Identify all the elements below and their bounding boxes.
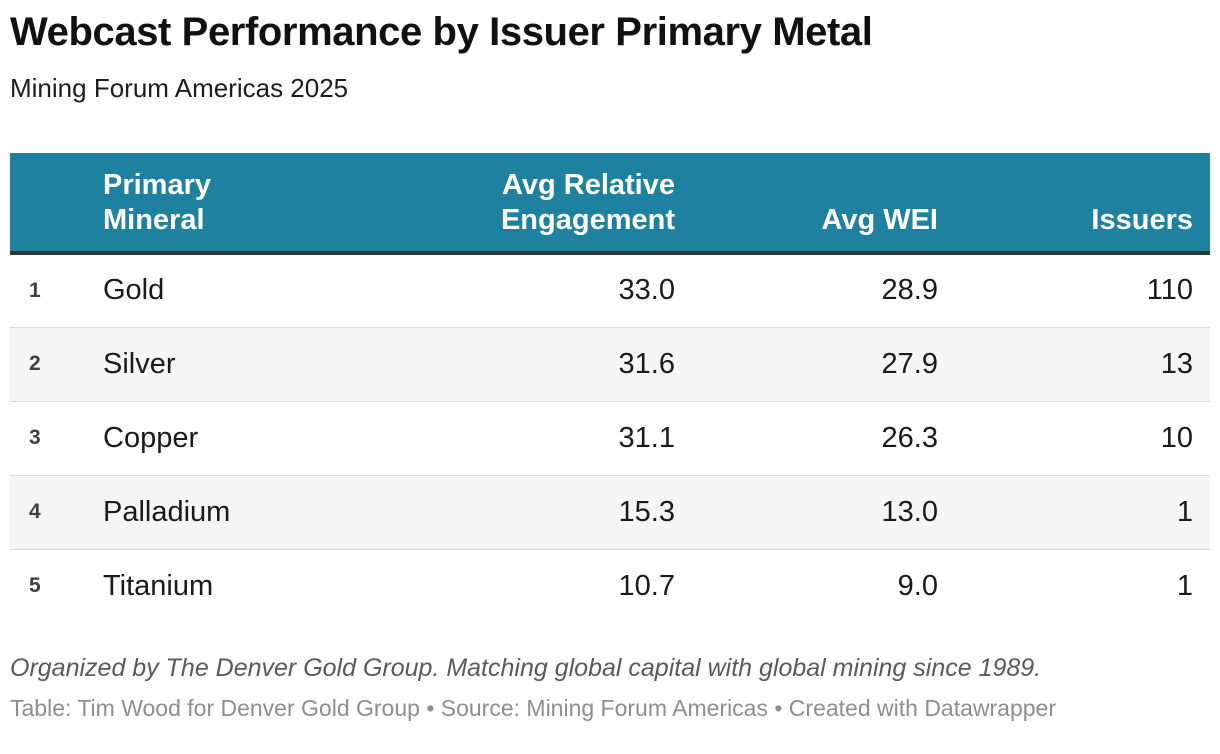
cell-mineral: Copper <box>103 400 389 475</box>
cell-engagement: 33.0 <box>618 274 675 307</box>
row-rank: 4 <box>10 474 103 549</box>
row-rank: 5 <box>10 548 103 623</box>
cell-issuers: 10 <box>938 400 1210 475</box>
page: Webcast Performance by Issuer Primary Me… <box>0 10 1220 723</box>
page-subtitle: Mining Forum Americas 2025 <box>10 73 349 103</box>
cell-engagement: 31.6 <box>389 326 675 401</box>
cell-engagement: 15.3 <box>389 474 675 549</box>
table-row: 2 Silver 31.6 27.9 13 <box>10 326 1210 401</box>
column-header-rank <box>10 153 103 255</box>
column-header-engagement: Avg Relative Engagement <box>389 153 675 255</box>
cell-issuers: 13 <box>938 326 1210 401</box>
column-header-mineral-label: Primary Mineral <box>103 169 212 236</box>
cell-issuers: 1 <box>938 548 1210 623</box>
table-row: 5 Titanium 10.7 9.0 1 <box>10 548 1210 623</box>
column-header-wei: Avg WEI <box>675 153 938 255</box>
table-row: 3 Copper 31.1 26.3 10 <box>10 400 1210 475</box>
table-row: 1 Gold 33.0 28.9 110 <box>10 253 1210 327</box>
table-header-row: Primary Mineral Avg Relative Engagement … <box>10 153 1210 255</box>
cell-issuers: 110 <box>1146 274 1193 307</box>
column-header-mineral: Primary Mineral <box>103 153 389 255</box>
table-header: Primary Mineral Avg Relative Engagement … <box>10 153 1210 255</box>
column-header-engagement-label: Avg Relative Engagement <box>500 169 675 236</box>
cell-wei: 13.0 <box>675 474 938 549</box>
column-header-issuers: Issuers <box>938 153 1210 255</box>
table-row: 4 Palladium 15.3 13.0 1 <box>10 474 1210 549</box>
cell-issuers: 1 <box>938 474 1210 549</box>
cell-mineral: Palladium <box>103 474 389 549</box>
page-title: Webcast Performance by Issuer Primary Me… <box>10 10 873 54</box>
data-table: Primary Mineral Avg Relative Engagement … <box>10 153 1210 623</box>
row-rank: 2 <box>10 326 103 401</box>
attribution: Table: Tim Wood for Denver Gold Group • … <box>10 695 1056 721</box>
row-rank: 1 <box>29 278 41 302</box>
cell-wei: 9.0 <box>675 548 938 623</box>
cell-mineral: Titanium <box>103 548 389 623</box>
column-header-wei-label: Avg WEI <box>821 204 938 236</box>
cell-wei: 28.9 <box>881 274 938 307</box>
cell-engagement: 31.1 <box>389 400 675 475</box>
cell-mineral: Gold <box>103 274 165 307</box>
byline: Organized by The Denver Gold Group. Matc… <box>10 654 1042 682</box>
cell-mineral: Silver <box>103 326 389 401</box>
column-header-issuers-label: Issuers <box>1091 204 1193 236</box>
row-rank: 3 <box>10 400 103 475</box>
cell-wei: 26.3 <box>675 400 938 475</box>
cell-engagement: 10.7 <box>389 548 675 623</box>
cell-wei: 27.9 <box>675 326 938 401</box>
table-body: 1 Gold 33.0 28.9 110 2 Silver 31.6 27.9 … <box>10 253 1210 623</box>
